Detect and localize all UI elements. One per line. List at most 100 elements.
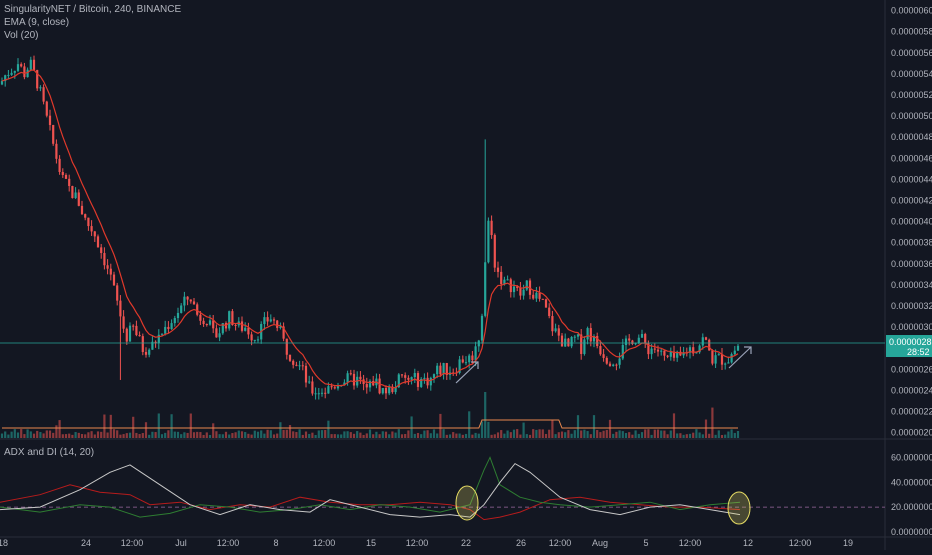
candle[interactable] [157, 334, 160, 344]
candle[interactable] [647, 343, 650, 355]
candle[interactable] [343, 382, 346, 386]
candle[interactable] [432, 374, 436, 378]
candle[interactable] [653, 348, 656, 350]
candle[interactable] [672, 351, 676, 358]
candle[interactable] [596, 336, 599, 347]
candle[interactable] [525, 280, 528, 290]
candle[interactable] [77, 192, 80, 206]
candle[interactable] [493, 235, 496, 268]
candle[interactable] [512, 286, 516, 293]
candle[interactable] [711, 350, 714, 364]
candle[interactable] [599, 346, 602, 355]
candle[interactable] [170, 323, 173, 330]
candle[interactable] [36, 70, 39, 89]
candle[interactable] [282, 326, 285, 339]
candle[interactable] [151, 341, 154, 350]
candle[interactable] [253, 339, 256, 341]
candle[interactable] [247, 327, 250, 335]
candle[interactable] [20, 64, 23, 67]
candle[interactable] [381, 388, 384, 394]
candle[interactable] [724, 363, 727, 365]
candle[interactable] [640, 333, 644, 338]
candle[interactable] [682, 352, 685, 356]
candle[interactable] [215, 328, 218, 338]
candle[interactable] [660, 350, 663, 352]
candle[interactable] [410, 377, 413, 380]
legend-volume[interactable]: Vol (20) [4, 30, 39, 41]
candle[interactable] [266, 317, 269, 322]
candle[interactable] [532, 294, 535, 299]
candle[interactable] [359, 376, 362, 380]
candle[interactable] [116, 285, 119, 301]
candle[interactable] [634, 343, 637, 345]
candle[interactable] [141, 336, 144, 352]
candle[interactable] [688, 347, 692, 353]
candle[interactable] [10, 72, 13, 75]
candle[interactable] [621, 345, 624, 359]
candle[interactable] [704, 337, 708, 340]
candle[interactable] [324, 392, 327, 394]
candle[interactable] [103, 253, 106, 266]
candle[interactable] [522, 289, 525, 296]
candle[interactable] [292, 360, 295, 365]
candle[interactable] [656, 349, 660, 352]
candle[interactable] [391, 386, 394, 393]
candle[interactable] [87, 217, 90, 227]
candle[interactable] [388, 386, 391, 394]
candle[interactable] [557, 328, 560, 336]
candle[interactable] [551, 316, 554, 332]
candle[interactable] [733, 350, 736, 355]
candle[interactable] [548, 307, 551, 317]
candle[interactable] [301, 365, 304, 367]
candle[interactable] [327, 386, 330, 394]
candle[interactable] [173, 318, 176, 324]
candle[interactable] [208, 320, 212, 325]
candle[interactable] [720, 354, 724, 365]
candle[interactable] [189, 299, 192, 302]
candle[interactable] [714, 355, 717, 364]
candle[interactable] [45, 101, 48, 116]
candle[interactable] [535, 292, 538, 299]
candle[interactable] [583, 339, 586, 354]
candle[interactable] [272, 319, 276, 321]
candle[interactable] [221, 323, 224, 334]
candle[interactable] [589, 328, 592, 342]
candle[interactable] [618, 358, 621, 365]
candle[interactable] [256, 339, 260, 341]
candle[interactable] [199, 314, 202, 321]
time-axis[interactable]: 18 24 12:00 Jul 12:00 8 12:00 15 12:00 22 26 12:00 A… [0, 538, 853, 548]
candle[interactable] [404, 375, 407, 378]
candle[interactable] [29, 59, 32, 70]
candle[interactable] [509, 279, 512, 293]
candle[interactable] [490, 220, 493, 236]
candle[interactable] [480, 315, 484, 341]
candle[interactable] [250, 334, 253, 341]
candle[interactable] [13, 70, 16, 73]
candle[interactable] [276, 320, 279, 328]
candle[interactable] [164, 326, 167, 334]
candle[interactable] [464, 362, 468, 364]
candle[interactable] [100, 247, 103, 254]
candle[interactable] [84, 214, 87, 218]
candle[interactable] [708, 339, 711, 351]
candle[interactable] [352, 373, 356, 386]
candle[interactable] [333, 387, 336, 389]
candle[interactable] [295, 364, 298, 366]
candle[interactable] [135, 325, 138, 336]
candle[interactable] [624, 338, 628, 346]
candle[interactable] [519, 287, 522, 296]
candle[interactable] [538, 292, 541, 299]
candle[interactable] [698, 345, 701, 353]
candle[interactable] [244, 327, 247, 331]
candle[interactable] [71, 185, 74, 199]
candle[interactable] [148, 349, 151, 355]
candle[interactable] [368, 381, 372, 388]
candle[interactable] [308, 381, 311, 383]
candle[interactable] [279, 326, 282, 328]
candle[interactable] [304, 365, 308, 383]
candle[interactable] [586, 328, 589, 340]
candle[interactable] [106, 265, 109, 269]
candle[interactable] [0, 81, 4, 85]
